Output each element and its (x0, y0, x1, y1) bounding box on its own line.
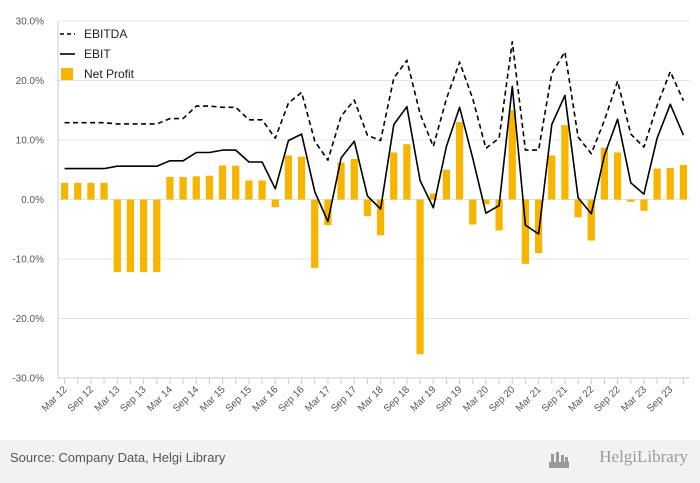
net-profit-bar (574, 199, 582, 218)
helgi-library-logo-icon (549, 452, 569, 468)
x-tick-label: Sep 15 (224, 384, 254, 414)
net-profit-bar (679, 164, 688, 200)
net-profit-bar (403, 144, 411, 200)
net-profit-bar (192, 176, 200, 200)
net-profit-bar (350, 159, 358, 200)
chart: -30.0% -20.0% -10.0% 0.0% 10.0% 20.0% 30.0% Ma… (12, 17, 690, 415)
net-profit-bar (587, 199, 595, 241)
y-tick-label: 20.0% (16, 76, 44, 87)
x-tick-label: Sep 12 (66, 384, 96, 414)
net-profit-bars (60, 110, 688, 355)
x-tick-label: Mar 20 (461, 384, 491, 414)
net-profit-bar (139, 199, 148, 273)
x-tick-label: Sep 21 (540, 384, 570, 414)
x-tick-label: Sep 13 (119, 384, 149, 414)
legend-item-net-profit[interactable]: Net Profit (61, 67, 135, 81)
net-profit-bar (311, 199, 319, 268)
y-tick-label: 30.0% (16, 17, 44, 28)
ebit-line (64, 85, 685, 235)
x-tick-label: Mar 19 (409, 384, 439, 414)
x-tick-label: Mar 12 (40, 384, 70, 414)
x-tick-label: Mar 14 (145, 384, 175, 414)
legend-item-ebit[interactable]: EBIT (60, 47, 111, 61)
net-profit-bar (442, 169, 451, 200)
x-tick-label: Mar 15 (198, 384, 228, 414)
net-profit-bar (613, 152, 622, 200)
net-profit-bar (469, 199, 477, 225)
y-tick-label: -30.0% (12, 374, 44, 385)
net-profit-bar (534, 199, 543, 254)
grid-lines (57, 20, 690, 379)
source-note: Source: Company Data, Helgi Library (10, 450, 226, 465)
y-axis-ticks: -30.0% -20.0% -10.0% 0.0% 10.0% 20.0% 30.0% (12, 17, 44, 385)
net-profit-bar (561, 125, 569, 200)
net-profit-bar (87, 182, 95, 200)
line-series (64, 40, 685, 235)
net-profit-bar (232, 165, 240, 200)
brand-wordmark: HelgiLibrary (599, 447, 688, 466)
net-profit-bar (284, 155, 293, 200)
x-tick-label: Mar 16 (251, 384, 281, 414)
x-tick-label: Sep 14 (171, 384, 201, 414)
net-profit-bar (390, 152, 398, 200)
net-profit-bar (60, 182, 69, 200)
net-profit-bar (74, 182, 82, 200)
x-tick-label: Sep 22 (593, 384, 623, 414)
y-tick-label: 10.0% (16, 136, 44, 147)
x-tick-label: Sep 23 (645, 384, 675, 414)
x-tick-label: Mar 13 (93, 384, 123, 414)
x-tick-label: Sep 17 (329, 384, 359, 414)
legend-label-ebitda: EBITDA (84, 27, 127, 41)
net-profit-bar (548, 155, 556, 200)
x-tick-label: Mar 23 (619, 384, 649, 414)
net-profit-bar (653, 168, 661, 200)
net-profit-bar (153, 199, 161, 273)
net-profit-bar (100, 182, 108, 200)
net-profit-bar (324, 199, 332, 226)
y-tick-label: -20.0% (12, 314, 44, 325)
net-profit-bar (337, 162, 345, 200)
net-profit-bar (166, 176, 174, 200)
net-profit-bar (245, 180, 253, 200)
y-tick-label: -10.0% (12, 255, 44, 266)
legend: EBITDA EBIT Net Profit (60, 27, 135, 81)
net-profit-bar (495, 199, 503, 231)
net-profit-bar (600, 147, 609, 200)
net-profit-bar (376, 199, 385, 236)
legend-label-ebit: EBIT (84, 47, 111, 61)
x-tick-label: Mar 17 (303, 384, 333, 414)
net-profit-bar (205, 175, 214, 200)
net-profit-bar (179, 176, 187, 200)
net-profit-bar (271, 199, 279, 208)
net-profit-bar (666, 167, 674, 200)
x-tick-label: Mar 18 (356, 384, 386, 414)
net-profit-bar (627, 199, 635, 202)
footer: Source: Company Data, Helgi Library Helg… (0, 440, 700, 483)
net-profit-bar (113, 199, 121, 273)
net-profit-bar (218, 165, 227, 200)
x-tick-label: Sep 19 (435, 384, 465, 414)
net-profit-bar (482, 199, 490, 205)
net-profit-bar (521, 199, 530, 264)
x-tick-label: Sep 18 (382, 384, 412, 414)
net-profit-bar (429, 193, 437, 200)
net-profit-bar (508, 110, 516, 200)
net-profit-bar (126, 199, 135, 273)
legend-label-net-profit: Net Profit (84, 67, 135, 81)
ebitda-line (64, 40, 685, 161)
y-tick-label: 0.0% (21, 195, 44, 206)
x-tick-label: Mar 22 (567, 384, 597, 414)
net-profit-bar (416, 199, 424, 355)
legend-swatch-net-profit (61, 68, 73, 80)
x-tick-label: Mar 21 (514, 384, 544, 414)
legend-item-ebitda[interactable]: EBITDA (60, 27, 127, 41)
net-profit-bar (258, 180, 266, 200)
net-profit-bar (455, 122, 464, 200)
net-profit-bar (297, 156, 306, 200)
x-tick-label: Sep 20 (487, 384, 517, 414)
x-tick-label: Sep 16 (277, 384, 307, 414)
net-profit-bar (640, 199, 648, 211)
net-profit-bar (363, 199, 372, 217)
